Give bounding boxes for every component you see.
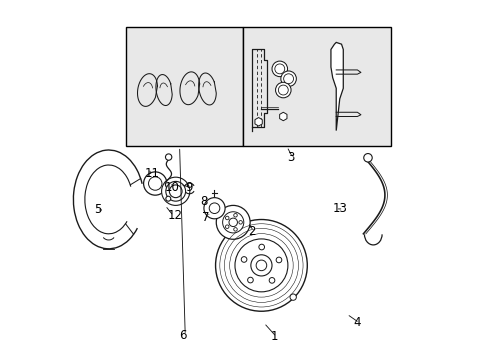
Circle shape [225, 216, 228, 220]
Circle shape [148, 177, 162, 190]
Circle shape [278, 85, 287, 95]
Text: 6: 6 [179, 329, 187, 342]
Circle shape [143, 172, 166, 195]
Circle shape [203, 198, 224, 219]
Circle shape [283, 74, 293, 84]
Circle shape [250, 255, 271, 276]
Text: 3: 3 [286, 150, 294, 163]
Circle shape [225, 225, 228, 229]
Circle shape [161, 177, 189, 206]
Text: 5: 5 [94, 203, 101, 216]
Circle shape [241, 257, 246, 262]
Polygon shape [254, 118, 262, 126]
Circle shape [233, 213, 237, 217]
Text: 10: 10 [165, 181, 180, 194]
Circle shape [274, 64, 284, 74]
Circle shape [268, 278, 274, 283]
Text: 9: 9 [185, 181, 193, 194]
Circle shape [235, 239, 287, 292]
Text: 4: 4 [353, 316, 361, 329]
Circle shape [169, 185, 182, 198]
Circle shape [258, 244, 264, 250]
Circle shape [165, 154, 171, 160]
Circle shape [165, 181, 185, 201]
Circle shape [215, 220, 306, 311]
Circle shape [222, 212, 244, 233]
Text: 11: 11 [145, 167, 160, 180]
Circle shape [228, 218, 237, 226]
Circle shape [256, 260, 266, 271]
Bar [126, 27, 242, 147]
Circle shape [209, 203, 219, 213]
Text: 1: 1 [270, 330, 278, 343]
Text: 2: 2 [247, 225, 255, 238]
Text: 13: 13 [332, 202, 347, 215]
Text: 8: 8 [200, 195, 207, 208]
Polygon shape [279, 112, 286, 121]
Circle shape [271, 61, 287, 77]
Circle shape [363, 154, 371, 162]
Circle shape [275, 82, 290, 98]
Circle shape [216, 206, 250, 239]
Circle shape [276, 257, 281, 263]
Bar [242, 27, 390, 147]
Circle shape [233, 228, 237, 231]
Text: 7: 7 [202, 211, 209, 224]
Circle shape [238, 221, 242, 224]
Text: 12: 12 [167, 210, 183, 222]
Circle shape [165, 196, 170, 201]
Polygon shape [330, 42, 343, 131]
Circle shape [247, 277, 253, 283]
Circle shape [280, 71, 296, 86]
Circle shape [289, 294, 296, 300]
